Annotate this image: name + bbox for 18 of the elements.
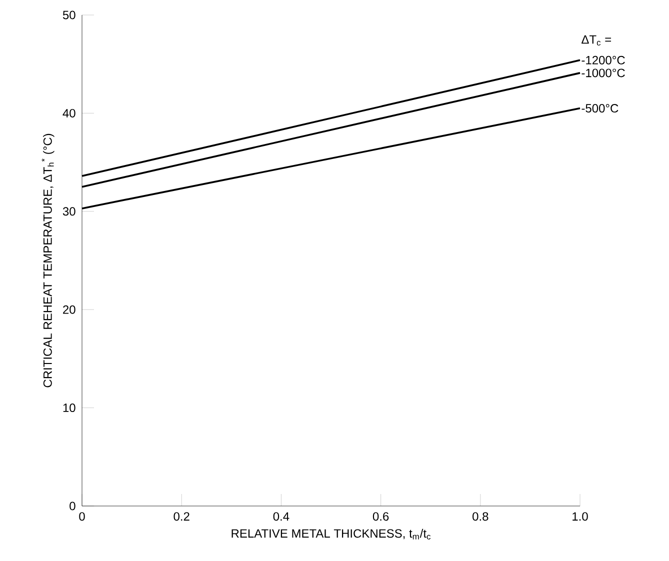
x-tick-label: 1.0 <box>572 512 588 521</box>
x-tick-label: 0.8 <box>472 512 488 521</box>
y-tick-label: 30 <box>62 207 76 216</box>
y-tick-label: 10 <box>63 404 76 412</box>
y-tick-label: 0 <box>70 502 76 510</box>
x-tick-label: 0.2 <box>174 512 190 521</box>
x-tick-label: 0 <box>79 512 85 521</box>
x-tick-label: 0.6 <box>372 512 389 521</box>
y-tick-label: 50 <box>62 10 76 20</box>
series-label: -1200°C <box>582 56 625 64</box>
legend-title: ΔT$_{c}$ = <box>582 35 612 46</box>
x-axis-title: RELATIVE METAL THICKNESS, t$_{m}$/t$_{c}$ <box>232 528 431 540</box>
y-axis-title: CRITICAL REHEAT TEMPERATURE, ΔT$_{h}$$^{*}$ (°C) <box>42 134 54 388</box>
series-label: -1000°C <box>582 68 625 78</box>
y-tick-label: 40 <box>62 108 76 118</box>
y-tick-label: 20 <box>63 305 76 314</box>
x-tick-label: 0.4 <box>273 512 290 521</box>
series-label: -500°C <box>582 104 618 113</box>
